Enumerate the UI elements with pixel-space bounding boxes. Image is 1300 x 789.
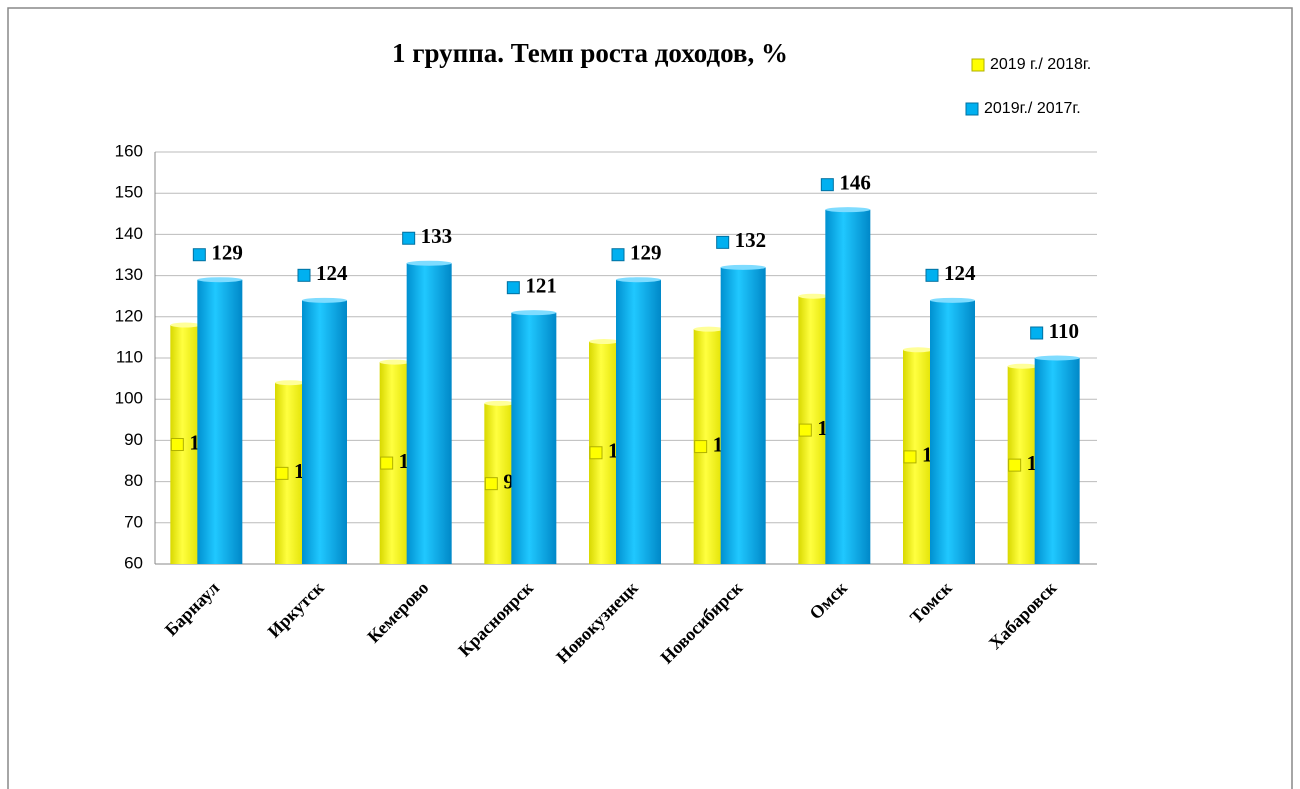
y-tick-label: 100 — [115, 389, 143, 408]
bar — [197, 279, 243, 564]
y-tick-label: 130 — [115, 265, 143, 284]
x-tick-label: Иркутск — [264, 577, 328, 641]
bar-top — [720, 264, 766, 270]
label-marker — [506, 281, 520, 295]
y-tick-label: 70 — [124, 512, 143, 531]
x-tick-label: Новокузнецк — [552, 577, 642, 667]
bar — [825, 209, 871, 564]
label-marker — [380, 456, 394, 470]
label-marker — [402, 231, 416, 245]
bar — [406, 263, 452, 564]
y-tick-label: 140 — [115, 224, 143, 243]
label-marker — [589, 446, 603, 460]
label-marker — [484, 477, 498, 491]
y-tick-label: 80 — [124, 471, 143, 490]
label-marker — [275, 466, 289, 480]
bar-top — [275, 380, 305, 386]
y-tick-label: 160 — [115, 141, 143, 160]
label-marker — [611, 248, 625, 262]
data-label: 129 — [630, 241, 662, 265]
bar — [302, 300, 347, 564]
label-marker — [1008, 458, 1022, 472]
data-label: 129 — [211, 241, 243, 265]
y-tick-label: 120 — [115, 306, 143, 325]
x-tick-label: Красноярск — [454, 577, 537, 660]
bar-top — [406, 260, 452, 266]
bar-top — [1007, 363, 1038, 369]
chart-title: 1 группа. Темп роста доходов, % — [392, 38, 788, 68]
bar-top — [379, 359, 410, 365]
bar — [616, 279, 661, 564]
bar — [1034, 358, 1080, 564]
bar-top — [197, 277, 243, 283]
bar-top — [589, 339, 619, 345]
bar-top — [1034, 355, 1080, 361]
bar — [511, 312, 557, 564]
data-label: 133 — [421, 224, 453, 248]
label-marker — [1030, 326, 1044, 340]
label-marker — [297, 268, 311, 282]
bar-top — [930, 297, 975, 303]
legend-label: 2019 г./ 2018г. — [990, 56, 1091, 73]
y-tick-label: 110 — [116, 347, 143, 366]
label-marker — [192, 248, 206, 262]
data-label: 124 — [944, 261, 976, 285]
label-marker — [694, 440, 708, 454]
label-marker — [903, 450, 917, 464]
chart-frame — [7, 7, 1293, 789]
x-tick-label: Новосибирск — [656, 577, 746, 667]
data-label: 121 — [525, 273, 557, 297]
legend-marker — [965, 102, 979, 116]
bar-top — [511, 310, 557, 316]
x-tick-label: Кемерово — [363, 578, 432, 647]
bar-top — [170, 322, 201, 328]
data-label: 146 — [839, 170, 871, 194]
legend-marker — [971, 58, 985, 72]
label-marker — [716, 235, 730, 249]
data-label: 110 — [1049, 319, 1079, 343]
label-marker — [170, 438, 184, 452]
x-tick-label: Томск — [906, 577, 956, 627]
label-marker — [820, 178, 834, 192]
bar-top — [825, 207, 871, 213]
bar-top — [798, 293, 829, 299]
x-tick-label: Омск — [805, 577, 851, 623]
bar-top — [903, 347, 933, 353]
bar-top — [302, 297, 347, 303]
y-tick-label: 150 — [115, 183, 143, 202]
label-marker — [798, 423, 812, 437]
y-tick-label: 60 — [124, 553, 143, 572]
data-label: 124 — [316, 261, 348, 285]
label-marker — [925, 268, 939, 282]
x-tick-label: Хабаровск — [985, 577, 1061, 653]
bar-top — [616, 277, 661, 283]
legend-label: 2019г./ 2017г. — [984, 100, 1081, 117]
y-tick-label: 90 — [124, 430, 143, 449]
bar-top — [484, 400, 515, 406]
bar — [720, 267, 766, 564]
data-label: 132 — [735, 228, 767, 252]
bar-top — [693, 326, 724, 332]
x-tick-label: Барнаул — [161, 578, 223, 640]
bar — [930, 300, 975, 564]
